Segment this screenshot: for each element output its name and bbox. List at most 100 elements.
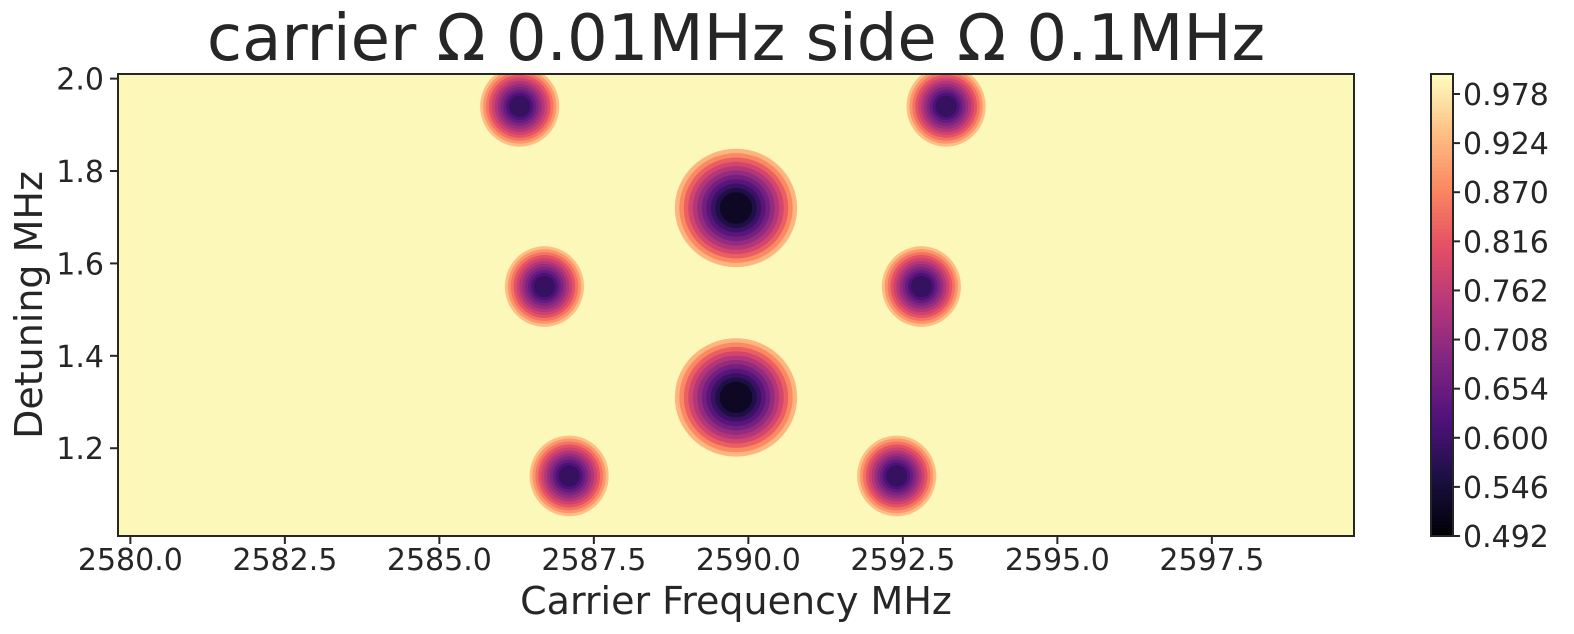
colorbar-band [1431,474,1453,479]
colorbar-tick-label: 0.654 [1463,373,1549,408]
colorbar-band [1431,174,1453,179]
dip-contour [886,465,908,487]
colorbar-band [1431,85,1453,90]
x-tick-label: 2597.5 [1159,543,1264,578]
x-tick-label: 2582.5 [232,543,337,578]
colorbar-band [1431,343,1453,348]
colorbar-band [1431,509,1453,514]
plot-frame [117,73,1355,537]
colorbar-band [1431,443,1453,449]
colorbar-tick-label: 0.978 [1463,78,1549,113]
colorbar-band [1431,455,1453,460]
colorbar-tick-label: 0.600 [1463,422,1549,457]
heatmap-dip-right-sideband-low [854,432,940,520]
dip-contour [935,95,957,118]
colorbar-tick-label: 0.546 [1463,471,1549,506]
y-tick-label: 1.8 [56,155,104,190]
colorbar-band [1431,355,1453,360]
colorbar-band [1431,408,1453,414]
colorbar-band [1431,328,1453,333]
x-tick-label: 2592.5 [850,543,955,578]
colorbar-band [1431,478,1453,483]
colorbar-band [1431,124,1453,129]
y-tick-label: 1.4 [56,340,104,375]
colorbar-band [1431,262,1453,268]
dip-contour [558,465,580,487]
colorbar-band [1431,347,1453,352]
colorbar-band [1431,139,1453,144]
colorbar-band [1431,97,1453,102]
colorbar-band [1431,243,1453,248]
colorbar-band [1431,162,1453,167]
colorbar-band [1431,135,1453,141]
y-tick-label: 1.2 [56,432,104,467]
colorbar-band [1431,224,1453,229]
colorbar-band [1431,228,1453,233]
colorbar-tick-label: 0.924 [1463,127,1549,162]
colorbar-band [1431,374,1453,379]
colorbar-band [1431,81,1453,87]
colorbar-band [1431,235,1453,241]
colorbar: 0.492 0.546 0.600 0.654 0.708 0.762 0.816 0.870… [1430,73,1549,555]
colorbar-band [1431,281,1453,287]
colorbar-band [1431,100,1453,106]
x-tick-label: 2585.0 [387,543,492,578]
colorbar-band [1431,112,1453,117]
colorbar-band [1431,312,1453,318]
colorbar-band [1431,447,1453,452]
colorbar-band [1431,247,1453,252]
y-axis-label: Detuning MHz [7,171,51,439]
colorbar-band [1431,520,1453,526]
colorbar-band [1431,524,1453,529]
colorbar-band [1431,297,1453,302]
colorbar-band [1431,181,1453,187]
colorbar-band [1431,254,1453,260]
colorbar-band [1431,393,1453,398]
colorbar-band [1431,239,1453,244]
colorbar-band [1431,331,1453,337]
colorbar-band [1431,231,1453,237]
colorbar-band [1431,516,1453,522]
colorbar-band [1431,266,1453,271]
colorbar-band [1431,366,1453,372]
colorbar-band [1431,339,1453,345]
heatmap-dip-left-sideband-top [477,74,563,150]
colorbar-band [1431,432,1453,437]
colorbar-band [1431,301,1453,306]
colorbar-band [1431,127,1453,133]
colorbar-band [1431,151,1453,156]
colorbar-band [1431,489,1453,495]
colorbar-band [1431,274,1453,279]
colorbar-band [1431,385,1453,391]
colorbar-band [1431,470,1453,475]
colorbar-band [1431,220,1453,225]
colorbar-tick-label: 0.492 [1463,520,1549,555]
colorbar-band [1431,201,1453,206]
y-axis: 1.2 1.4 1.6 1.8 2.0 [56,63,118,467]
dip-contour [509,95,531,118]
colorbar-band [1431,532,1453,537]
colorbar-tick-label: 0.762 [1463,274,1549,309]
colorbar-band [1431,143,1453,148]
x-tick-label: 2580.0 [78,543,183,578]
colorbar-band [1431,497,1453,502]
colorbar-tick-label: 0.816 [1463,225,1549,260]
y-tick-label: 2.0 [56,63,104,98]
colorbar-band [1431,389,1453,395]
colorbar-band [1431,189,1453,194]
colorbar-band [1431,177,1453,183]
colorbar-band [1431,216,1453,221]
colorbar-band [1431,316,1453,321]
dip-contour [910,275,932,298]
dip-contour [533,275,555,298]
heatmap-dip-carrier-lower [670,333,802,461]
colorbar-band [1431,370,1453,375]
x-tick-label: 2590.0 [696,543,801,578]
colorbar-band [1431,462,1453,468]
colorbar-band [1431,89,1453,94]
colorbar-frame [1430,73,1454,537]
heatmap-dip-right-sideband-top [903,74,989,150]
colorbar-band [1431,208,1453,214]
heatmap-dip-left-sideband-mid [501,243,587,330]
colorbar-band [1431,154,1453,160]
